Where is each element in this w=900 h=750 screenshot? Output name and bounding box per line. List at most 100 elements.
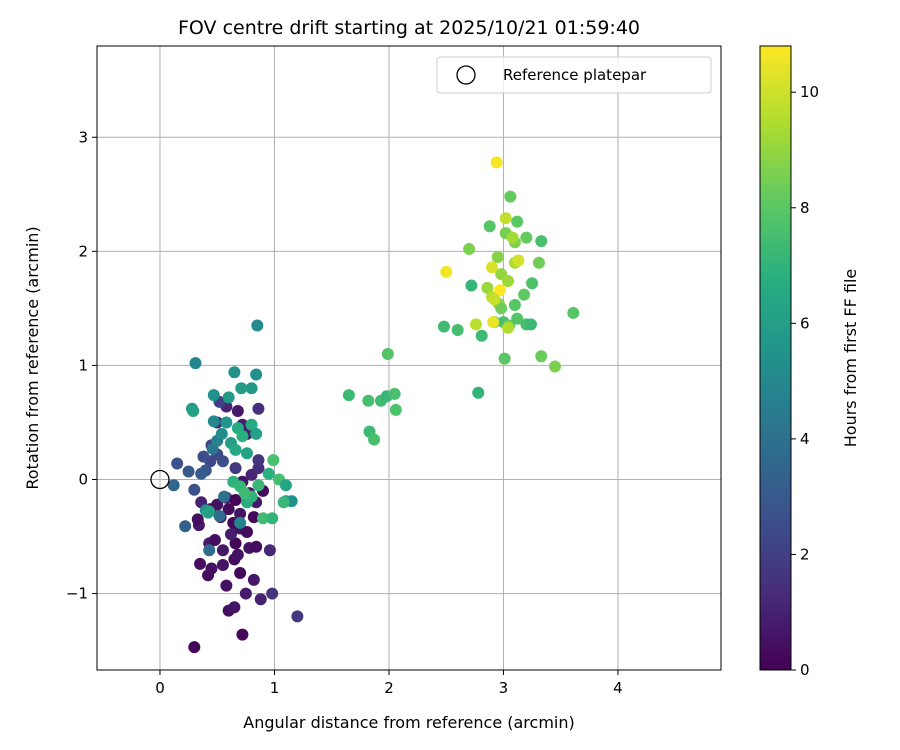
data-point <box>187 405 200 418</box>
data-point <box>216 559 229 572</box>
data-point <box>250 427 263 440</box>
data-point <box>506 231 519 244</box>
y-axis-label: Rotation from reference (arcmin) <box>23 226 42 489</box>
data-point <box>520 231 533 244</box>
data-point <box>231 405 244 418</box>
data-point <box>511 215 524 228</box>
data-point <box>526 277 539 290</box>
data-point <box>195 467 208 480</box>
data-point <box>222 503 235 516</box>
data-point <box>488 293 501 306</box>
data-point <box>240 525 253 538</box>
data-point <box>368 433 381 446</box>
x-tick-label: 4 <box>613 679 623 697</box>
data-point <box>216 455 229 468</box>
data-point <box>532 256 545 269</box>
data-point <box>291 610 304 623</box>
legend-box <box>436 56 712 94</box>
data-point <box>188 483 201 496</box>
data-point <box>481 281 494 294</box>
data-point <box>194 557 207 570</box>
legend-marker <box>456 65 476 85</box>
data-point <box>502 321 515 334</box>
data-point <box>535 235 548 248</box>
data-point <box>381 348 394 361</box>
data-point <box>502 274 515 287</box>
data-point <box>279 479 292 492</box>
data-point <box>189 357 202 370</box>
y-tick-label: 1 <box>78 356 88 374</box>
data-point <box>254 593 267 606</box>
colorbar-label: Hours from first FF file <box>841 269 860 448</box>
data-point <box>266 512 279 525</box>
data-point <box>451 324 464 337</box>
y-tick-label: 3 <box>78 128 88 146</box>
data-point <box>494 284 507 297</box>
x-axis-ticks: 0 1 2 3 4 <box>155 670 623 697</box>
data-point <box>220 579 233 592</box>
x-tick-label: 0 <box>155 679 165 697</box>
data-point <box>252 454 265 467</box>
data-point <box>362 394 375 407</box>
y-axis-ticks: −1 0 1 2 3 <box>66 128 97 603</box>
data-point <box>475 329 488 342</box>
data-point <box>437 320 450 333</box>
x-axis-label: Angular distance from reference (arcmin) <box>243 713 574 732</box>
y-tick-label: −1 <box>66 585 88 603</box>
data-point <box>207 389 220 402</box>
colorbar-tick-label: 6 <box>800 314 810 332</box>
data-point <box>236 430 249 443</box>
data-point <box>171 457 184 470</box>
data-point <box>486 261 499 274</box>
data-point <box>228 366 241 379</box>
data-point <box>216 544 229 557</box>
data-point <box>342 389 355 402</box>
colorbar-tick-label: 8 <box>800 199 810 217</box>
data-point <box>229 443 242 456</box>
data-point <box>469 318 482 331</box>
data-point <box>234 567 247 580</box>
data-point <box>229 494 242 507</box>
data-point <box>524 318 537 331</box>
legend-label: Reference platepar <box>503 66 647 84</box>
chart-title: FOV centre drift starting at 2025/10/21 … <box>178 17 640 39</box>
y-tick-label: 2 <box>78 242 88 260</box>
legend: Reference platepar <box>436 56 712 94</box>
data-point <box>440 265 453 278</box>
data-point <box>215 427 228 440</box>
data-point <box>222 391 235 404</box>
colorbar-ticks: 0 2 4 6 8 10 <box>791 83 819 679</box>
x-tick-label: 2 <box>384 679 394 697</box>
y-tick-label: 0 <box>78 470 88 488</box>
data-point <box>191 513 204 526</box>
data-point <box>205 562 218 575</box>
data-point <box>518 288 531 301</box>
data-point <box>218 490 231 503</box>
data-point <box>491 251 504 264</box>
data-point <box>239 587 252 600</box>
data-point <box>512 254 525 267</box>
x-tick-label: 3 <box>499 679 509 697</box>
data-point <box>504 190 517 203</box>
data-point <box>234 507 247 520</box>
data-point <box>511 312 524 325</box>
colorbar-tick-label: 4 <box>800 430 810 448</box>
colorbar-tick-label: 10 <box>800 83 819 101</box>
data-point <box>389 403 402 416</box>
reference-marker <box>150 469 170 490</box>
data-point <box>235 382 248 395</box>
data-point <box>263 544 276 557</box>
data-point <box>229 537 242 550</box>
data-point <box>508 298 521 311</box>
data-point <box>245 382 258 395</box>
data-point <box>203 505 216 518</box>
data-point <box>250 368 263 381</box>
data-point <box>188 641 201 654</box>
data-point <box>266 587 279 600</box>
colorbar-tick-label: 2 <box>800 545 810 563</box>
data-point <box>388 387 401 400</box>
data-point <box>236 628 249 641</box>
data-point <box>252 479 265 492</box>
data-point <box>499 212 512 225</box>
x-tick-label: 1 <box>270 679 280 697</box>
